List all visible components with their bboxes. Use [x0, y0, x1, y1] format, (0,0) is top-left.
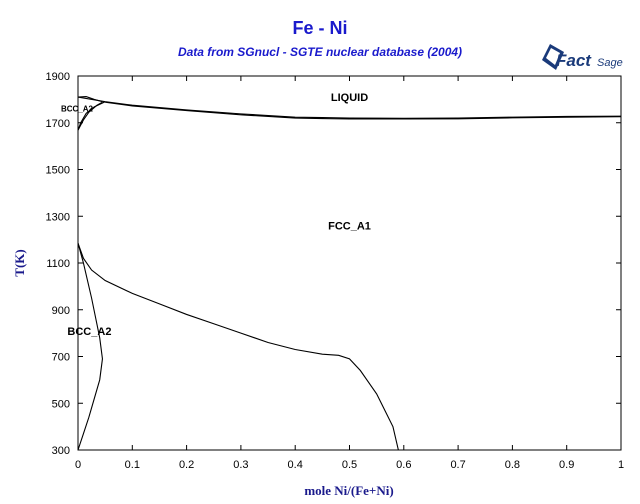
phase-boundary-line — [77, 96, 103, 103]
x-tick-label: 0.6 — [396, 459, 411, 471]
logo-text-sage: Sage — [597, 57, 623, 69]
x-tick-label: 0.4 — [288, 459, 303, 471]
x-tick-label: 0.1 — [125, 459, 140, 471]
x-tick-label: 0.8 — [505, 459, 520, 471]
y-tick-label: 1300 — [46, 211, 70, 223]
phase-label: LIQUID — [331, 92, 368, 104]
phase-labels: LIQUID FCC_A1 BCC_A2 BCC_A2 — [61, 92, 371, 338]
x-tick-label: 1 — [618, 459, 624, 471]
y-tick-label: 1900 — [46, 71, 70, 83]
x-axis: 0 0.1 0.2 0.3 0.4 0.5 0.6 0.7 0.8 0.9 1 — [75, 76, 624, 471]
y-tick-label: 300 — [52, 445, 70, 457]
x-axis-label: mole Ni/(Fe+Ni) — [304, 483, 393, 498]
y-tick-label: 700 — [52, 352, 70, 364]
x-tick-label: 0.5 — [342, 459, 357, 471]
phase-boundary-line — [77, 242, 103, 451]
plot-frame — [77, 75, 622, 451]
x-tick-label: 0.7 — [450, 459, 465, 471]
phase-label: BCC_A2 — [67, 326, 111, 338]
chart-title: Fe - Ni — [292, 18, 348, 38]
y-tick-label: 1100 — [46, 258, 70, 270]
factsage-logo: Fact Sage — [542, 44, 623, 70]
x-tick-label: 0.9 — [559, 459, 574, 471]
x-tick-label: 0 — [75, 459, 81, 471]
phase-boundaries — [77, 96, 622, 451]
x-tick-label: 0.2 — [179, 459, 194, 471]
y-tick-label: 1500 — [46, 165, 70, 177]
phase-label: BCC_A2 — [61, 105, 94, 114]
phase-boundary-line — [77, 242, 399, 451]
y-tick-label: 500 — [52, 398, 70, 410]
logo-text-main: Fact — [556, 51, 592, 70]
phase-boundary-line — [105, 101, 622, 120]
y-axis: 300 500 700 900 1100 1300 1500 1700 1900 — [46, 71, 621, 457]
factsage-logo-icon — [542, 44, 564, 70]
y-tick-label: 900 — [52, 305, 70, 317]
y-axis-label: T(K) — [12, 249, 27, 276]
y-tick-label: 1700 — [46, 118, 70, 130]
phase-boundary-line — [77, 96, 622, 119]
phase-boundary-line — [77, 101, 106, 131]
chart-subtitle: Data from SGnucl - SGTE nuclear database… — [177, 45, 463, 59]
phase-label: FCC_A1 — [328, 221, 371, 233]
x-tick-label: 0.3 — [233, 459, 248, 471]
